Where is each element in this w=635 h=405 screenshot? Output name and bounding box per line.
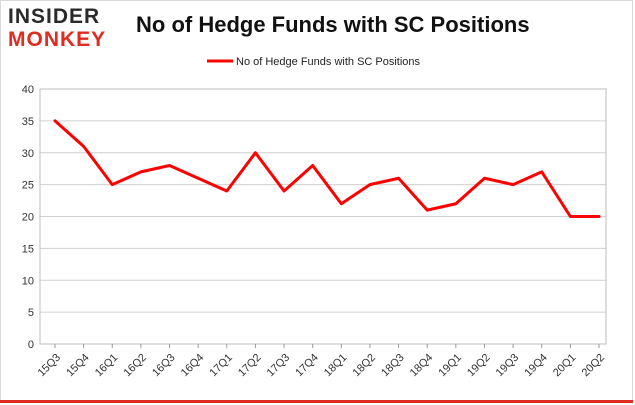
x-tick-label: 17Q2: [236, 352, 264, 380]
x-tick-label: 19Q4: [522, 352, 550, 380]
y-tick-label: 30: [22, 148, 34, 160]
x-tick-label: 17Q4: [293, 352, 321, 380]
x-tick-label: 17Q3: [265, 352, 293, 380]
legend-label: No of Hedge Funds with SC Positions: [236, 56, 421, 68]
y-tick-label: 0: [28, 339, 34, 351]
y-tick-label: 10: [22, 275, 34, 287]
logo-line-2: MONKEY: [8, 28, 107, 51]
x-tick-label: 18Q4: [408, 352, 436, 380]
series-line-0: [53, 119, 601, 218]
x-tick-label: 16Q2: [121, 352, 149, 380]
x-tick-label: 19Q2: [465, 352, 493, 380]
x-tick-label: 16Q4: [179, 352, 207, 380]
x-tick-label: 19Q3: [494, 352, 522, 380]
x-tick-label: 18Q3: [379, 352, 407, 380]
axes: [39, 88, 607, 348]
y-tick-label: 20: [22, 212, 34, 224]
chart-title: No of Hedge Funds with SC Positions: [136, 12, 530, 37]
x-tick-label: 17Q1: [207, 352, 235, 380]
x-tick-label: 20Q1: [551, 352, 579, 380]
y-tick-label: 40: [22, 84, 34, 96]
x-tick-label: 16Q3: [150, 352, 178, 380]
series-lines: [53, 119, 601, 218]
plot-border: [39, 88, 607, 345]
x-tick-label: 19Q1: [436, 352, 464, 380]
x-tick-label: 20Q2: [580, 352, 608, 380]
y-tick-label: 25: [22, 180, 34, 192]
y-tick-labels: 0 5 10 15 20 25 30 35 40: [22, 84, 34, 351]
x-tick-label: 15Q4: [64, 352, 92, 380]
x-tick-label: 18Q1: [322, 352, 350, 380]
gridlines: [40, 88, 606, 345]
y-tick-label: 15: [22, 243, 34, 255]
y-tick-label: 5: [28, 307, 34, 319]
x-tick-labels: 15Q3 15Q4 16Q1 16Q2 16Q3 16Q4 17Q1 17Q2 17Q3 17Q4…: [36, 352, 608, 380]
insider-monkey-logo: INSIDER MONKEY: [8, 6, 118, 52]
logo-line-1: INSIDER: [8, 5, 101, 28]
x-tick-label: 16Q1: [93, 352, 121, 380]
bottom-accent-bar: [0, 400, 633, 403]
legend: No of Hedge Funds with SC Positions: [207, 56, 421, 68]
x-tick-label: 18Q2: [351, 352, 379, 380]
x-tick-label: 15Q3: [36, 352, 64, 380]
y-tick-label: 35: [22, 116, 34, 128]
